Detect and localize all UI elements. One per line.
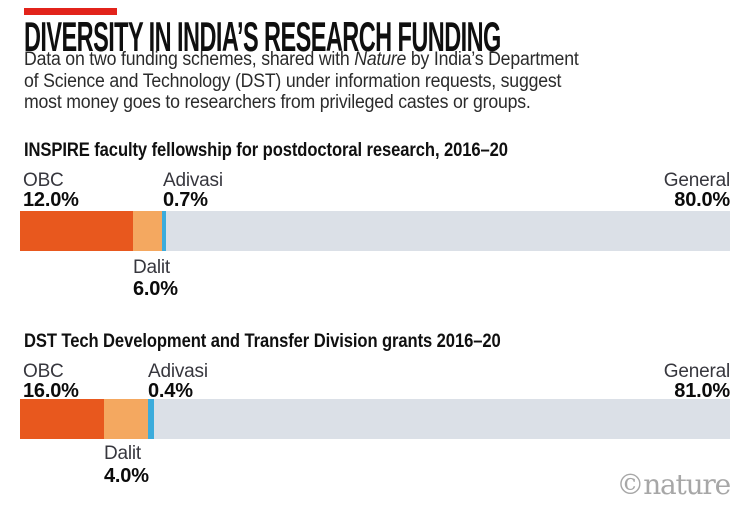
nature-logo: ©nature (616, 468, 731, 501)
subtitle-nature-italic: Nature (354, 49, 407, 70)
subtitle-line1-pre: Data on two funding schemes, shared with (24, 49, 355, 70)
stacked-bar (20, 211, 730, 251)
subtitle-line1-post: by India’s Department (406, 49, 579, 70)
subtitle-line3: most money goes to researchers from priv… (24, 92, 531, 113)
chart-inspire-fellowship: INSPIRE faculty fellowship for postdocto… (0, 139, 751, 324)
bar-segment-adivasi (162, 211, 166, 251)
value-adivasi: 0.4% (148, 380, 193, 402)
chart-heading: INSPIRE faculty fellowship for postdocto… (24, 139, 508, 161)
nature-red-rule (24, 8, 117, 15)
label-general: General (663, 170, 730, 191)
label-adivasi: Adivasi (163, 170, 223, 191)
value-adivasi: 0.7% (163, 189, 208, 211)
bar-segment-adivasi (148, 399, 154, 439)
bar-segment-obc (20, 211, 133, 251)
stacked-bar (20, 399, 730, 439)
label-obc: OBC (23, 170, 64, 191)
value-obc: 12.0% (23, 189, 79, 211)
label-general: General (663, 361, 730, 382)
label-adivasi: Adivasi (148, 361, 208, 382)
bar-segment-general (154, 399, 730, 439)
label-obc: OBC (23, 361, 64, 382)
page-title: DIVERSITY IN INDIA’S RESEARCH FUNDING (24, 13, 501, 60)
bar-segment-general (166, 211, 730, 251)
subtitle: Data on two funding schemes, shared with… (24, 49, 579, 114)
value-obc: 16.0% (23, 380, 79, 402)
bar-segment-dalit (104, 399, 148, 439)
bar-segment-obc (20, 399, 104, 439)
label-dalit: Dalit (133, 257, 171, 278)
value-general: 81.0% (674, 380, 730, 402)
chart-dst-tech-grants: DST Tech Development and Transfer Divisi… (0, 330, 751, 510)
label-dalit: Dalit (104, 443, 142, 464)
value-general: 80.0% (674, 189, 730, 211)
bar-segment-dalit (133, 211, 162, 251)
value-dalit: 6.0% (133, 278, 178, 300)
subtitle-line2: of Science and Technology (DST) under in… (24, 70, 562, 92)
value-dalit: 4.0% (104, 465, 149, 487)
chart-heading: DST Tech Development and Transfer Divisi… (24, 330, 501, 352)
